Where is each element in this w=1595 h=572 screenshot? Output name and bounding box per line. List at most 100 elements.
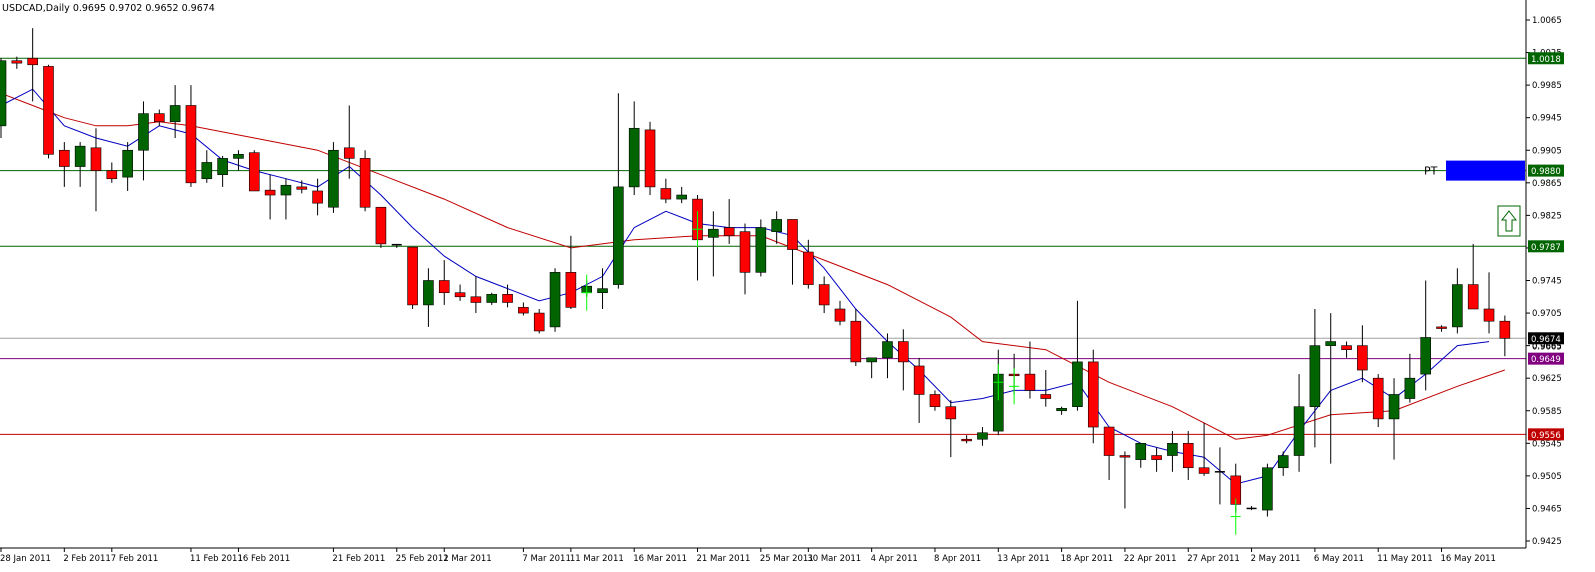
candle-body bbox=[1024, 373, 1036, 391]
candle-body bbox=[328, 149, 339, 208]
candle-body bbox=[787, 219, 798, 250]
candle bbox=[739, 223, 751, 295]
candle-body bbox=[248, 152, 260, 192]
y-tick-label: 0.9465 bbox=[1532, 504, 1562, 514]
pt-label: PT bbox=[1424, 165, 1438, 178]
candle-body bbox=[1198, 467, 1210, 474]
candle bbox=[1277, 451, 1289, 476]
price-axis: 1.00651.00250.99850.99450.99050.98650.98… bbox=[1526, 16, 1562, 547]
candle bbox=[1198, 422, 1210, 476]
candle bbox=[660, 178, 672, 204]
level-price-tag-label: 0.9556 bbox=[1531, 431, 1561, 441]
candle bbox=[11, 56, 23, 69]
candle bbox=[233, 150, 244, 171]
candle bbox=[312, 178, 323, 216]
candle bbox=[1467, 243, 1479, 310]
y-tick-label: 0.9585 bbox=[1532, 407, 1562, 417]
candle-body bbox=[1452, 284, 1463, 328]
candle-body bbox=[866, 357, 877, 363]
candle-body bbox=[1182, 443, 1194, 469]
x-tick-label: 22 Apr 2011 bbox=[1124, 554, 1177, 564]
up-arrow-shape bbox=[1500, 210, 1518, 232]
current-price-tag-label: 0.9674 bbox=[1531, 335, 1561, 345]
y-tick-label: 0.9425 bbox=[1532, 537, 1562, 547]
candle-body bbox=[138, 113, 149, 151]
candle-body bbox=[454, 292, 466, 298]
candle bbox=[1246, 505, 1257, 511]
candle-body bbox=[961, 438, 972, 442]
candle bbox=[929, 390, 941, 411]
candle bbox=[961, 435, 972, 444]
candle bbox=[264, 174, 276, 220]
candle bbox=[1151, 447, 1162, 472]
candle bbox=[518, 302, 529, 316]
candle-body bbox=[122, 149, 133, 178]
x-tick-label: 7 Feb 2011 bbox=[111, 554, 159, 564]
candle bbox=[154, 109, 165, 126]
candle-body bbox=[1372, 377, 1384, 420]
candle-body bbox=[407, 246, 418, 306]
candle bbox=[771, 211, 782, 244]
level-price-tag-label: 0.9880 bbox=[1531, 167, 1561, 177]
level-price-tag bbox=[1528, 352, 1564, 365]
candle-body bbox=[1103, 426, 1115, 456]
signal-cross-marker bbox=[692, 211, 703, 248]
candle bbox=[1214, 447, 1225, 505]
candle bbox=[1388, 378, 1400, 460]
signal-cross-marker bbox=[993, 364, 1004, 401]
candle-body bbox=[0, 60, 7, 127]
candle-body bbox=[423, 280, 434, 306]
candle bbox=[644, 121, 656, 196]
candle bbox=[1372, 374, 1384, 428]
candle bbox=[613, 93, 624, 289]
candle-body bbox=[264, 189, 276, 196]
candle-body bbox=[90, 147, 102, 171]
candle-body bbox=[375, 206, 387, 245]
candle-body bbox=[644, 129, 656, 188]
candle-body bbox=[359, 158, 371, 208]
x-tick-label: 21 Mar 2011 bbox=[697, 554, 751, 564]
candle bbox=[343, 105, 355, 179]
y-tick-label: 0.9625 bbox=[1532, 374, 1562, 384]
candle bbox=[803, 239, 814, 289]
x-tick-label: 11 May 2011 bbox=[1377, 554, 1432, 564]
candle bbox=[454, 284, 466, 301]
candle-body bbox=[850, 320, 862, 363]
candle bbox=[1024, 341, 1036, 399]
candle-body bbox=[1404, 377, 1416, 399]
candle bbox=[1135, 443, 1147, 468]
candle-body bbox=[217, 158, 228, 175]
level-price-tag bbox=[1528, 240, 1564, 253]
candle-body bbox=[755, 227, 767, 273]
candle bbox=[486, 292, 498, 305]
candle bbox=[1499, 315, 1511, 357]
candle-body bbox=[1357, 345, 1368, 371]
candle-body bbox=[613, 186, 624, 285]
signal-cross-marker bbox=[581, 274, 592, 311]
candle-body bbox=[106, 170, 118, 180]
x-tick-label: 8 Apr 2011 bbox=[934, 554, 981, 564]
candle-body bbox=[1167, 443, 1178, 456]
candle-body bbox=[502, 294, 513, 303]
annotations-layer: PT bbox=[581, 160, 1525, 535]
candle-body bbox=[1293, 406, 1305, 456]
candle bbox=[391, 243, 402, 248]
candle bbox=[913, 357, 925, 423]
candle-body bbox=[11, 60, 23, 64]
candle-body bbox=[27, 57, 38, 66]
candle-body bbox=[818, 284, 830, 306]
candle-body bbox=[1420, 337, 1431, 375]
candle bbox=[90, 128, 102, 212]
candle bbox=[723, 199, 735, 244]
candle bbox=[138, 101, 149, 181]
candle-body bbox=[597, 288, 608, 294]
candle-body bbox=[628, 127, 640, 188]
candle bbox=[122, 142, 133, 191]
candle-body bbox=[834, 308, 846, 322]
x-tick-label: 11 Mar 2011 bbox=[570, 554, 624, 564]
candle-body bbox=[201, 162, 213, 180]
candle bbox=[850, 308, 862, 366]
candle bbox=[43, 64, 54, 159]
candle-body bbox=[74, 145, 86, 167]
